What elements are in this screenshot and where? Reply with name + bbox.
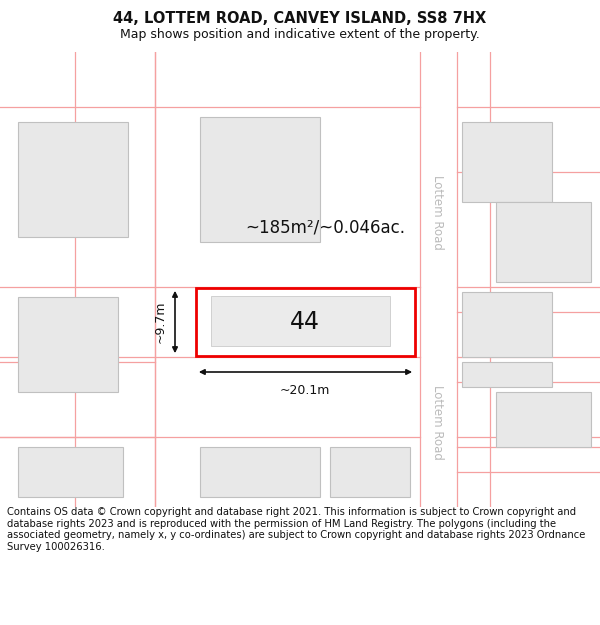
Text: ~9.7m: ~9.7m	[154, 301, 167, 343]
Text: ~20.1m: ~20.1m	[280, 384, 330, 396]
Bar	[496, 202, 591, 282]
Bar	[200, 447, 320, 497]
Bar	[330, 447, 410, 497]
Bar	[462, 292, 552, 357]
Text: ~185m²/~0.046ac.: ~185m²/~0.046ac.	[245, 218, 405, 236]
Bar	[196, 288, 415, 356]
Text: Map shows position and indicative extent of the property.: Map shows position and indicative extent…	[120, 28, 480, 41]
Text: Lottem Road: Lottem Road	[431, 174, 445, 249]
Bar	[211, 296, 390, 346]
Bar	[18, 447, 123, 497]
Text: Contains OS data © Crown copyright and database right 2021. This information is : Contains OS data © Crown copyright and d…	[7, 507, 586, 552]
Text: Lottem Road: Lottem Road	[431, 384, 445, 459]
Text: 44: 44	[290, 310, 320, 334]
Bar	[496, 392, 591, 447]
Bar	[18, 122, 128, 237]
Bar	[18, 297, 118, 392]
Bar	[462, 362, 552, 387]
Bar	[462, 122, 552, 202]
Bar	[200, 117, 320, 242]
Text: 44, LOTTEM ROAD, CANVEY ISLAND, SS8 7HX: 44, LOTTEM ROAD, CANVEY ISLAND, SS8 7HX	[113, 11, 487, 26]
